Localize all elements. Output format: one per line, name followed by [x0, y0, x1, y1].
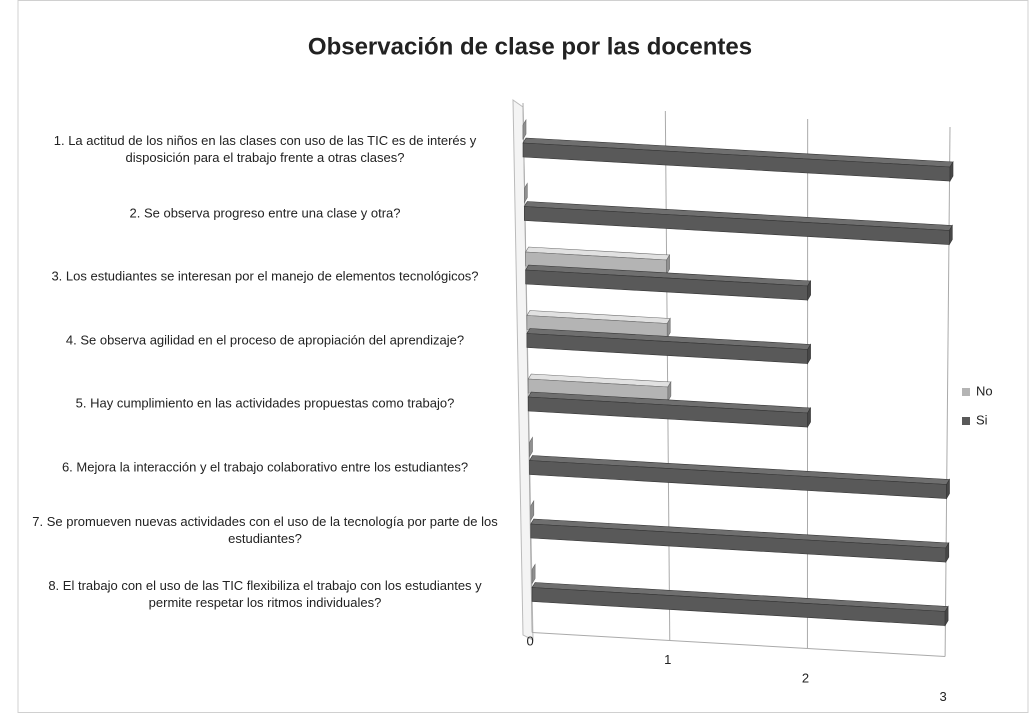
- y-tick-label: 8. El trabajo con el uso de las TIC flex…: [48, 577, 482, 610]
- bar: [523, 201, 953, 246]
- bar: [529, 436, 533, 458]
- legend-swatch: [962, 417, 970, 425]
- bar-end: [667, 380, 672, 403]
- y-tick-label: 6. Mejora la interacción y el trabajo co…: [61, 459, 469, 474]
- bar-end: [944, 605, 949, 627]
- bar: [526, 328, 812, 365]
- bar: [528, 455, 951, 500]
- floor-edge: [532, 632, 946, 657]
- legend-swatch: [962, 388, 970, 396]
- bar: [527, 391, 812, 429]
- y-tick-label: 2. Se observa progreso entre una clase y…: [129, 205, 401, 220]
- y-tick-label: 7. Se promueven nuevas actividades con e…: [32, 514, 498, 546]
- chart-title: Observación de clase por las docentes: [308, 33, 752, 60]
- bar: [525, 264, 812, 302]
- x-tick-label: 0: [526, 633, 533, 648]
- legend-label: No: [976, 383, 993, 398]
- bar-end: [666, 317, 671, 339]
- bar-end: [945, 541, 950, 564]
- bar: [531, 582, 949, 627]
- y-tick-label: 3. Los estudiantes se interesan por el m…: [51, 268, 479, 284]
- y-tick-label: 1. La actitud de los niños en las clases…: [53, 133, 477, 165]
- bar: [531, 563, 536, 585]
- bar-end: [807, 279, 811, 302]
- bar-end: [807, 406, 811, 429]
- bar: [525, 246, 671, 276]
- y-tick-label: 4. Se observa agilidad en el proceso de …: [65, 332, 465, 347]
- grid-line: [944, 126, 951, 657]
- y-tick-label: 5. Hay cumplimiento en las actividades p…: [75, 395, 455, 411]
- bar-end: [666, 253, 670, 276]
- bar: [522, 137, 954, 183]
- bar: [530, 499, 535, 522]
- bar-end: [807, 343, 811, 365]
- bar-end: [946, 478, 950, 500]
- x-tick-label: 1: [664, 652, 671, 667]
- bar: [522, 118, 527, 141]
- bar-end: [529, 436, 533, 458]
- back-wall: [512, 99, 534, 641]
- bar: [530, 518, 950, 564]
- bar: [526, 310, 671, 339]
- bar-end: [530, 499, 535, 522]
- bar-end: [948, 224, 953, 246]
- grid-line: [664, 110, 671, 641]
- bar-end: [949, 160, 954, 183]
- legend-label: Si: [976, 412, 988, 427]
- bar-end: [531, 563, 536, 585]
- bar-end: [523, 182, 528, 204]
- bar: [523, 182, 528, 204]
- x-tick-label: 2: [802, 670, 809, 685]
- x-tick-label: 3: [939, 689, 946, 704]
- bar-end: [522, 118, 527, 141]
